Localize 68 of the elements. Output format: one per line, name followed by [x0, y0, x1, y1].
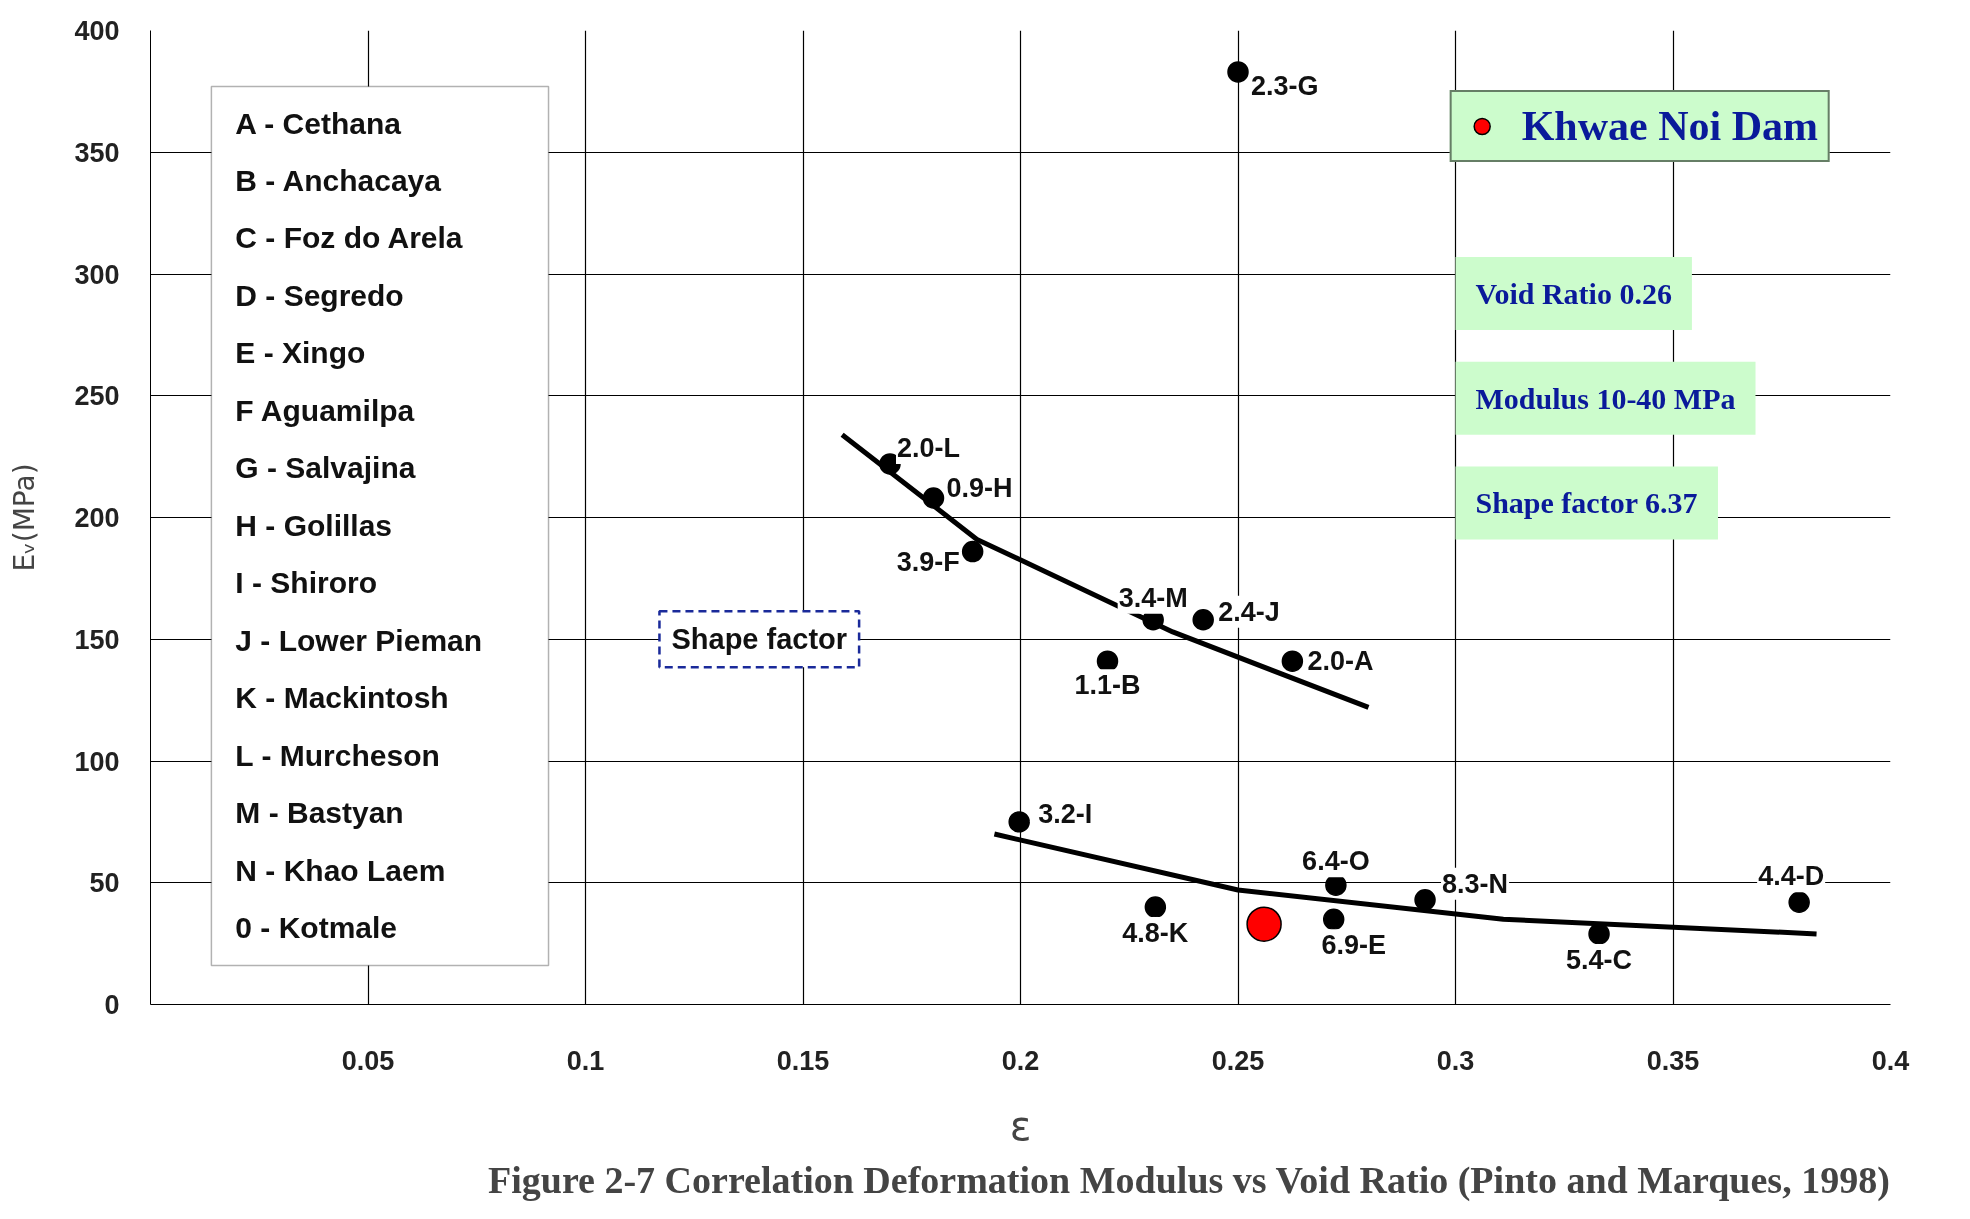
point [1008, 811, 1030, 833]
annotation: 4.8-K [1122, 918, 1189, 949]
y-tick-label: 150 [74, 624, 120, 655]
y-tick-label: 250 [74, 381, 120, 412]
annotation: G - Salvajina [235, 451, 416, 485]
annotation: 0.9-H [946, 473, 1013, 504]
x-tick-label: 0.35 [1646, 1045, 1700, 1076]
annotation: 3.9-F [896, 546, 960, 577]
annotation: 1.1-B [1074, 670, 1141, 701]
point [1227, 61, 1249, 83]
annotation: L - Murcheson [235, 738, 440, 772]
point [961, 540, 984, 563]
annotation: 6.9-E [1321, 930, 1386, 961]
y-tick-label: 200 [74, 503, 120, 533]
point [1588, 923, 1610, 945]
x-tick-label: 0.4 [1871, 1045, 1910, 1076]
annotation: F Aguamilpa [235, 393, 415, 427]
y-tick-label: 50 [89, 868, 120, 899]
point [1414, 889, 1436, 911]
point [1246, 906, 1282, 942]
annotation: 4.4-D [1758, 861, 1825, 892]
x-tick-label: 0.1 [566, 1045, 605, 1076]
annotation: D - Segredo [235, 278, 404, 312]
annotation: 2.4-J [1218, 596, 1280, 627]
point [1192, 609, 1214, 631]
x-tick-label: 0.15 [776, 1045, 830, 1076]
annotation: C - Foz do Arela [235, 221, 463, 255]
annotation: I - Shiroro [235, 566, 377, 600]
y-tick-label: 350 [74, 137, 120, 168]
annotation: M - Bastyan [235, 796, 404, 830]
annotation: 2.3-G [1251, 70, 1319, 101]
x-tick-label: 0.2 [1001, 1045, 1040, 1076]
annotation: 2.0-L [897, 432, 961, 463]
y-tick-label: 300 [74, 259, 120, 290]
annotation: 5.4-C [1566, 944, 1633, 975]
annotation: Modulus 10-40 MPa [1475, 381, 1736, 415]
annotation: A - Cethana [235, 106, 402, 140]
annotation: 2.0-A [1307, 646, 1374, 677]
y-axis-title: Eᵥ(MPa) [8, 463, 42, 572]
text: Figure 2-7 Correlation Deformation Modulus vs Void Ratio (Pinto and Marques, 1998) [488, 1158, 1890, 1202]
y-tick-label: 0 [104, 990, 120, 1020]
annotation: H - Golillas [235, 508, 393, 542]
point [1096, 650, 1119, 672]
y-tick-label: 100 [74, 746, 120, 777]
point [1144, 896, 1167, 918]
annotation: E - Xingo [235, 336, 366, 370]
annotation: 0 - Kotmale [235, 911, 398, 945]
annotation: J - Lower Pieman [235, 623, 483, 657]
annotation: 3.2-I [1038, 798, 1093, 829]
x-tick-label: 0.3 [1436, 1045, 1475, 1076]
annotation: B - Anchacaya [235, 164, 442, 197]
annotation: 3.4-M [1118, 582, 1188, 613]
x-tick-label: 0.25 [1211, 1045, 1265, 1076]
point [1325, 874, 1347, 896]
annotation: N - Khao Laem [235, 853, 446, 887]
legend-label: Khwae Noi Dam [1521, 102, 1818, 150]
annotation: Shape factor 6.37 [1475, 486, 1698, 520]
point [1788, 891, 1810, 913]
annotation: 8.3-N [1442, 868, 1509, 899]
x-axis-title: ε [1009, 1102, 1032, 1149]
point [1322, 908, 1345, 931]
point [1281, 650, 1304, 672]
annotation: K - Mackintosh [235, 681, 449, 715]
annotation: 6.4-O [1302, 846, 1370, 877]
x-tick-label: 0.05 [341, 1045, 395, 1076]
y-tick-label: 400 [74, 16, 120, 46]
annotation: Shape factor [671, 623, 848, 656]
annotation: Void Ratio 0.26 [1475, 276, 1672, 310]
